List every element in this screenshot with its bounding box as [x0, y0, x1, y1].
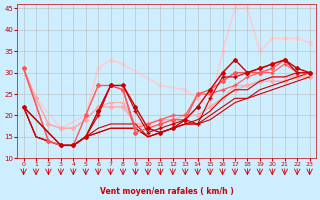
X-axis label: Vent moyen/en rafales ( km/h ): Vent moyen/en rafales ( km/h ) — [100, 187, 234, 196]
